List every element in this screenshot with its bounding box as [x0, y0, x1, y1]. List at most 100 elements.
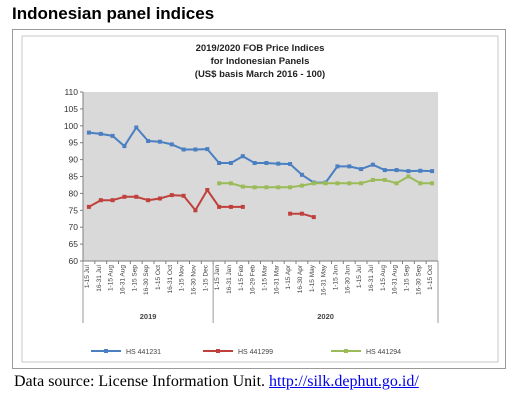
x-tick-label: 16-30 Jun	[344, 265, 351, 294]
data-point	[169, 142, 174, 147]
y-tick-label: 65	[69, 239, 79, 249]
data-point	[193, 147, 198, 152]
data-point	[86, 204, 91, 209]
x-tick-label: 16-29 Feb	[250, 265, 257, 295]
data-point	[406, 174, 411, 179]
data-point	[299, 211, 304, 216]
data-point	[110, 198, 115, 203]
y-tick-label: 85	[69, 172, 79, 182]
data-point	[323, 181, 328, 186]
x-tick-label: 1-15 Aug	[380, 265, 387, 291]
legend-label: HS 441299	[238, 349, 273, 356]
legend-label: HS 441231	[126, 349, 161, 356]
data-point	[335, 164, 340, 169]
data-point	[240, 154, 245, 159]
x-tick-label: 1-15 Jan	[214, 265, 221, 291]
data-point	[122, 144, 127, 149]
data-point	[122, 194, 127, 199]
x-tick-label: 1-15 Sep	[403, 265, 410, 292]
data-point	[382, 177, 387, 182]
x-tick-label: 16-31 Aug	[392, 265, 399, 295]
data-point	[370, 162, 375, 167]
x-tick-label: 1-15 Jun	[332, 265, 339, 291]
data-point	[430, 169, 435, 174]
data-point	[134, 194, 139, 199]
data-point	[252, 161, 257, 165]
source-link[interactable]: http://silk.dephut.go.id/	[269, 373, 419, 390]
data-point	[406, 169, 411, 174]
x-tick-label: 1-15 Aug	[108, 265, 115, 291]
x-tick-label: 1-15 Apr	[285, 264, 292, 289]
x-tick-label: 16-31 May	[321, 264, 328, 295]
data-point	[146, 139, 151, 143]
x-tick-label: 1-15 Oct	[155, 265, 162, 290]
legend-marker	[104, 349, 108, 353]
data-point	[252, 185, 257, 190]
data-point	[311, 215, 316, 220]
x-tick-label: 1-15 Oct	[427, 265, 434, 290]
x-tick-label: 1-15 Jul	[356, 264, 363, 288]
series-group	[86, 188, 316, 220]
data-point	[264, 161, 269, 165]
x-tick-label: 16-31 Oct	[167, 265, 174, 294]
x-tick-label: 1-15 Mar	[261, 264, 268, 291]
data-point	[370, 177, 375, 182]
data-point	[157, 196, 162, 201]
data-point	[157, 139, 162, 144]
data-point	[394, 168, 399, 173]
legend-marker	[216, 349, 220, 353]
series-group	[86, 125, 435, 185]
y-tick-label: 80	[69, 188, 79, 198]
data-point	[382, 168, 387, 173]
y-tick-label: 75	[69, 205, 79, 215]
page-title: Indonesian panel indices	[12, 4, 215, 23]
chart-frame: 2019/2020 FOB Price Indices for Indonesia…	[12, 29, 506, 369]
chart-title-line: for Indonesian Panels	[211, 56, 310, 67]
group-label: 2020	[317, 312, 334, 321]
x-tick-label: 16-30 Sep	[143, 265, 150, 295]
data-point	[418, 168, 423, 173]
data-point	[169, 193, 174, 198]
data-point	[288, 211, 293, 216]
data-point	[217, 204, 222, 209]
x-tick-label: 16-31 Jul	[368, 264, 375, 291]
data-point	[276, 161, 281, 166]
y-tick-label: 110	[64, 87, 78, 97]
data-point	[311, 181, 316, 186]
data-point	[134, 125, 139, 130]
x-tick-label: 16-31 Jan	[226, 265, 233, 294]
data-point	[347, 181, 352, 186]
x-tick-label: 16-30 Nov	[190, 264, 197, 295]
data-point	[299, 183, 304, 188]
data-point	[335, 181, 340, 186]
x-tick-label: 16-30 Sep	[415, 265, 422, 295]
data-point	[181, 193, 186, 198]
data-point	[228, 204, 233, 209]
data-point	[359, 167, 364, 172]
data-point	[228, 181, 233, 186]
data-point	[217, 181, 222, 186]
y-tick-label: 60	[69, 256, 79, 266]
group-label: 2019	[140, 312, 157, 321]
price-index-chart: 2019/2020 FOB Price Indices for Indonesia…	[21, 35, 499, 363]
legend-label: HS 441294	[366, 349, 401, 356]
data-point	[193, 208, 198, 213]
data-point	[228, 161, 233, 165]
x-tick-label: 16-31 Aug	[119, 265, 126, 295]
data-point	[240, 184, 245, 189]
data-point	[276, 185, 281, 190]
source-line: Data source: License Information Unit. h…	[14, 373, 419, 391]
data-point	[359, 181, 364, 186]
data-point	[205, 147, 210, 152]
plot-area	[83, 92, 438, 261]
y-tick-label: 90	[69, 155, 79, 165]
data-point	[110, 133, 115, 138]
chart-title-line: 2019/2020 FOB Price Indices	[196, 43, 325, 54]
data-point	[86, 130, 91, 135]
source-text: Data source: License Information Unit.	[14, 373, 266, 390]
x-tick-label: 16-30 Apr	[297, 264, 304, 293]
y-tick-label: 95	[69, 138, 79, 148]
x-tick-label: 16-31 Jul	[96, 264, 103, 291]
data-point	[288, 185, 293, 190]
x-tick-label: 1-15 Jul	[84, 264, 91, 288]
